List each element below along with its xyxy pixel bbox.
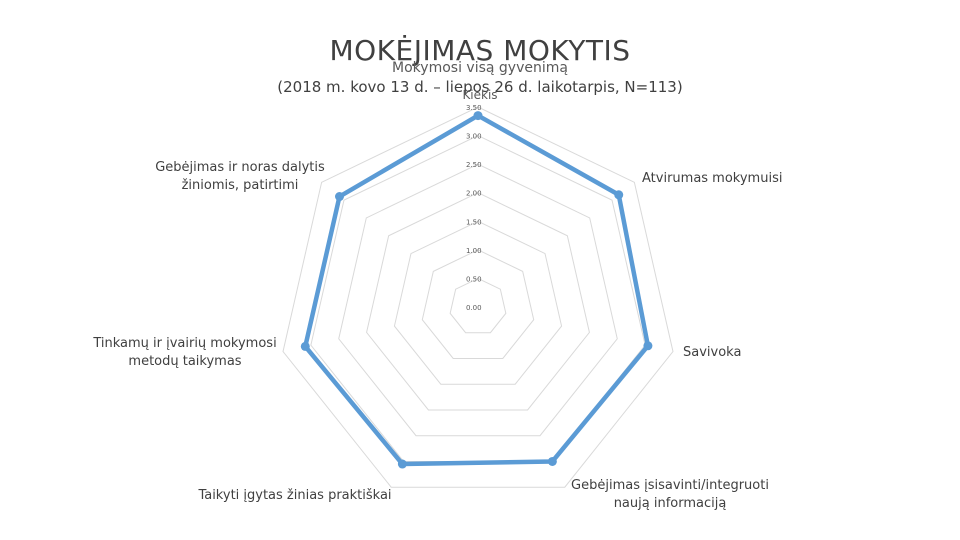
- axis-label: Atvirumas mokymuisi: [642, 171, 783, 186]
- data-point: [473, 111, 483, 121]
- data-point: [300, 341, 310, 351]
- axis-label: Savivoka: [683, 345, 742, 360]
- axis-label: Gebėjimas ir noras dalytis žiniomis, pat…: [155, 160, 325, 193]
- page-subtitle: (2018 m. kovo 13 d. – liepos 26 d. laiko…: [277, 78, 683, 96]
- tick-label: 0.00: [466, 304, 482, 312]
- grid-ring: [421, 249, 535, 359]
- tick-label: 2.00: [466, 190, 482, 198]
- tick-label: 1.50: [466, 218, 482, 226]
- grid-ring: [338, 163, 618, 437]
- data-point: [547, 456, 557, 466]
- tick-label: 3.50: [466, 104, 482, 112]
- page-title: MOKĖJIMAS MOKYTIS: [329, 34, 631, 67]
- data-point: [614, 190, 624, 200]
- tick-label: 3.00: [466, 133, 482, 141]
- axis-label: Tinkamų ir įvairių mokymosi metodų taiky…: [93, 336, 277, 369]
- grid-ring: [393, 220, 563, 385]
- tick-label: 1.00: [466, 247, 482, 255]
- series-line: [303, 113, 651, 467]
- data-point: [397, 459, 407, 469]
- axis-label: Taikyti įgytas žinias praktiškai: [198, 488, 392, 503]
- axis-label: Gebėjimas įsisavinti/integruoti naują in…: [571, 478, 769, 511]
- tick-label: 2.50: [466, 161, 482, 169]
- data-point: [335, 192, 345, 202]
- tick-label: 0.50: [466, 275, 482, 283]
- grid-ring: [366, 192, 590, 411]
- chart-title: Mokymosi visą gyvenimą: [392, 60, 568, 76]
- data-point: [643, 341, 653, 351]
- grid-ring: [282, 106, 674, 488]
- grid-ring: [449, 277, 507, 334]
- series-label: Kiekis: [462, 88, 498, 102]
